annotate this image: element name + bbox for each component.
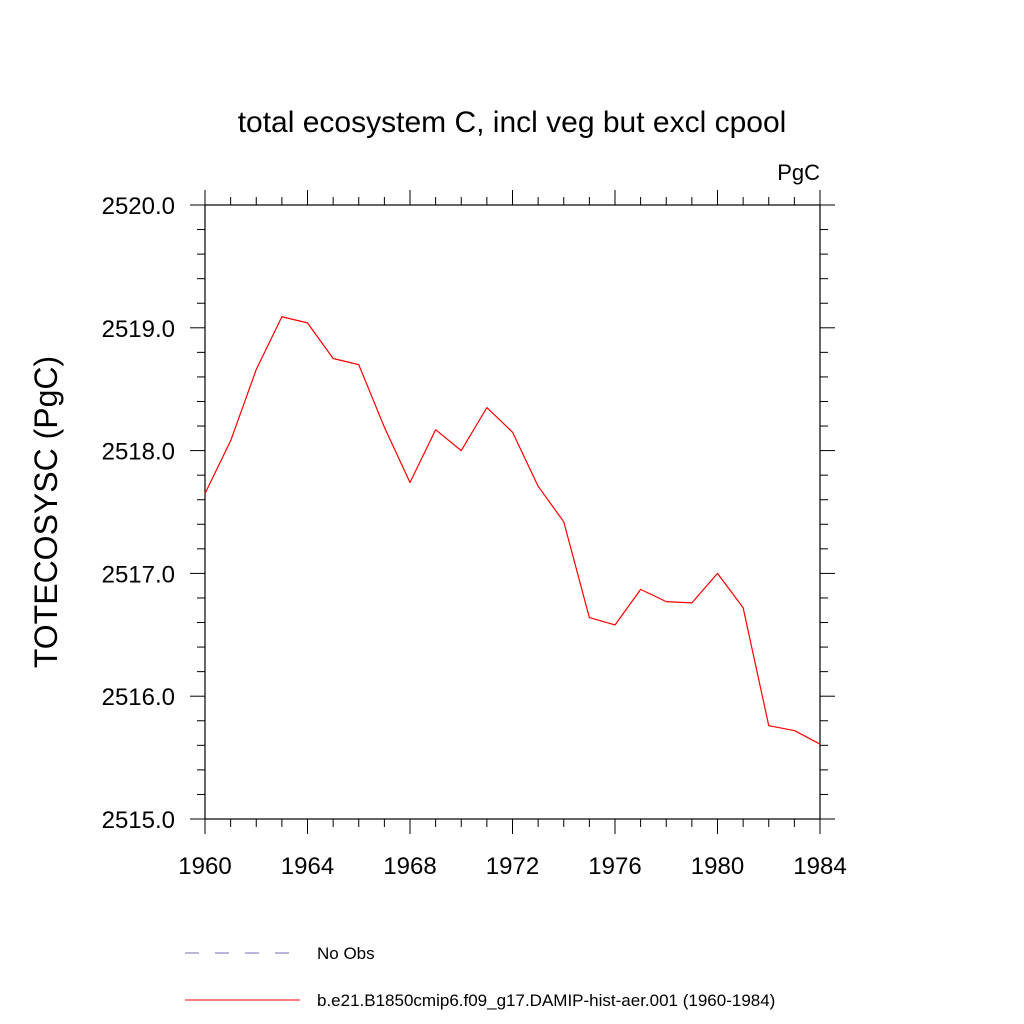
plot-frame [204,204,821,820]
legend: No Obs b.e21.B1850cmip6.f09_g17.DAMIP-his… [185,944,775,1010]
series-line [204,316,821,745]
x-tick-label: 1960 [178,853,231,880]
x-tick-label: 1984 [793,853,846,880]
y-axis-label: TOTECOSYSC (PgC) [28,356,64,668]
legend-label: No Obs [317,944,375,963]
y-tick-label: 2515.0 [102,807,175,834]
y-tick-label: 2519.0 [102,316,175,343]
x-tick-label: 1972 [486,853,539,880]
x-tick-label: 1980 [691,853,744,880]
x-tick-label: 1968 [383,853,436,880]
units-label: PgC [777,160,820,185]
y-tick-label: 2516.0 [102,684,175,711]
major-ticks [190,190,835,834]
y-tick-label: 2520.0 [102,193,175,220]
x-tick-label: 1964 [281,853,334,880]
chart-title: total ecosystem C, incl veg but excl cpo… [238,106,787,139]
y-tick-labels: 2515.0 2516.0 2517.0 2518.0 2519.0 2520.0 [102,193,175,834]
y-tick-label: 2518.0 [102,439,175,466]
x-tick-label: 1976 [588,853,641,880]
minor-ticks [197,197,828,827]
y-tick-label: 2517.0 [102,561,175,588]
legend-label: b.e21.B1850cmip6.f09_g17.DAMIP-hist-aer.… [317,991,775,1010]
x-tick-labels: 1960 1964 1968 1972 1976 1980 1984 [178,853,846,880]
series-layer [204,316,821,745]
